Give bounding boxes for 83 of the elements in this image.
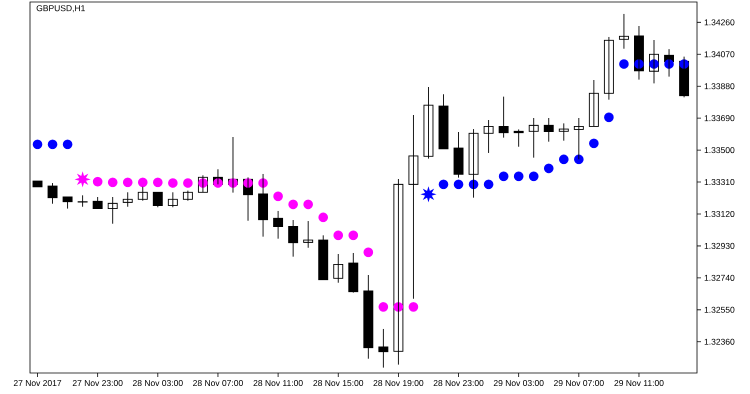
point xyxy=(75,172,90,187)
y-tick-label: 1.34070 xyxy=(704,51,734,58)
point xyxy=(348,230,358,240)
point xyxy=(318,212,328,222)
candlestick xyxy=(92,196,103,210)
candlestick xyxy=(182,190,193,202)
point xyxy=(183,178,193,188)
x-tick-label: 27 Nov 23:00 xyxy=(72,380,123,386)
candlestick xyxy=(48,182,58,204)
candlestick xyxy=(544,118,554,142)
candlestick xyxy=(454,131,464,178)
candlestick xyxy=(498,96,509,138)
candlestick xyxy=(618,13,629,50)
candlestick xyxy=(588,80,599,127)
y-tick-label: 1.32360 xyxy=(704,338,734,345)
candlestick xyxy=(363,274,374,360)
y-tick-label: 1.32930 xyxy=(704,242,734,249)
y-tick-label: 1.32550 xyxy=(704,306,734,313)
x-tick-label: 28 Nov 07:00 xyxy=(193,380,243,386)
candlestick xyxy=(62,196,73,210)
candlestick xyxy=(438,94,448,150)
candlestick xyxy=(122,192,133,208)
x-tick-label: 29 Nov 03:00 xyxy=(494,380,544,386)
point xyxy=(138,178,148,188)
point xyxy=(288,200,298,210)
point xyxy=(333,230,344,240)
candlestick xyxy=(604,36,614,100)
point xyxy=(544,164,554,174)
point xyxy=(484,180,494,190)
point xyxy=(273,192,283,202)
point xyxy=(408,302,418,312)
y-tick-label: 1.33120 xyxy=(704,210,734,217)
candlestick xyxy=(303,220,314,248)
point xyxy=(558,154,569,164)
point xyxy=(514,172,524,182)
y-tick-label: 1.33690 xyxy=(704,115,734,122)
point xyxy=(589,138,599,148)
candlestick xyxy=(333,254,344,284)
point xyxy=(438,180,448,190)
candlestick xyxy=(168,192,178,208)
point xyxy=(528,172,539,182)
point xyxy=(62,140,72,150)
x-tick-label: 29 Nov 07:00 xyxy=(554,380,604,386)
point xyxy=(574,154,584,164)
point xyxy=(364,248,374,258)
x-tick-label: 28 Nov 15:00 xyxy=(313,380,364,386)
candlestick xyxy=(32,180,42,188)
point xyxy=(498,172,508,182)
candlestick xyxy=(152,192,163,208)
x-tick-label: 28 Nov 11:00 xyxy=(254,380,303,386)
x-tick-label: 27 Nov 2017 xyxy=(14,380,62,386)
point xyxy=(168,178,178,188)
y-tick-label: 1.33500 xyxy=(704,147,734,154)
candlestick xyxy=(108,196,118,224)
y-tick-label: 1.32740 xyxy=(704,274,734,281)
candlestick xyxy=(318,234,328,280)
point xyxy=(48,140,58,150)
point xyxy=(213,178,223,188)
chart-title: GBPUSD,H1 xyxy=(36,5,85,12)
point xyxy=(303,200,313,210)
x-tick-label: 28 Nov 19:00 xyxy=(374,380,424,386)
point xyxy=(108,178,118,188)
candlestick xyxy=(424,86,434,160)
point xyxy=(619,59,629,69)
x-tick-label: 28 Nov 23:00 xyxy=(434,380,484,386)
candlestick xyxy=(558,122,569,142)
candlestick xyxy=(273,210,284,240)
candlestick xyxy=(378,328,388,368)
point xyxy=(92,176,102,186)
candlestick xyxy=(348,252,358,294)
point xyxy=(604,112,614,122)
point xyxy=(122,178,133,188)
y-tick-label: 1.34260 xyxy=(704,19,734,26)
y-tick-label: 1.33310 xyxy=(704,179,734,186)
candlestick xyxy=(408,114,418,300)
candlestick xyxy=(288,220,298,258)
y-tick-label: 1.33880 xyxy=(704,83,734,90)
x-tick-label: 29 Nov 11:00 xyxy=(614,380,664,386)
point xyxy=(153,178,163,188)
point xyxy=(421,187,436,202)
x-tick-label: 28 Nov 03:00 xyxy=(132,380,183,386)
point xyxy=(378,302,388,312)
point xyxy=(454,180,464,190)
